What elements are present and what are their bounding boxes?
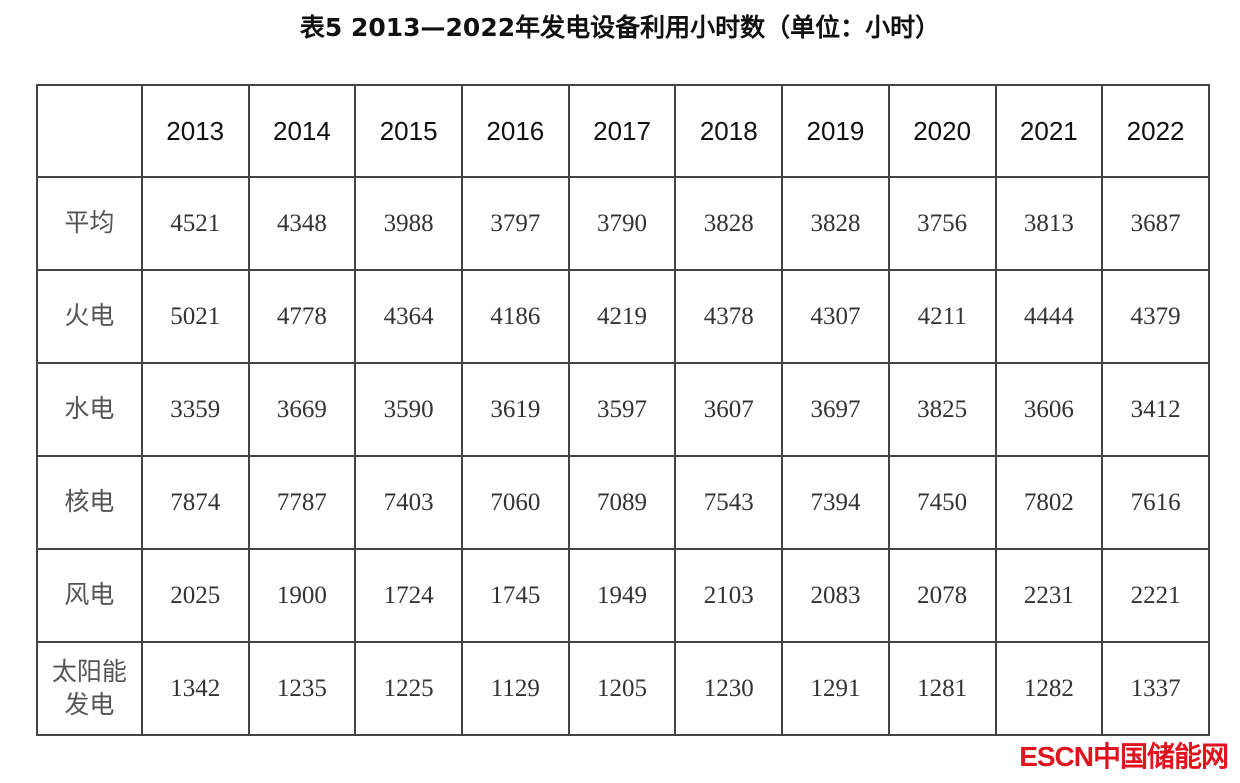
value-cell: 2221 <box>1101 548 1210 643</box>
table-row: 平均 4521 4348 3988 3797 3790 3828 3828 3756 3813 36… <box>36 176 1210 271</box>
escn-logo: ESCN中国储能网 <box>1019 741 1229 772</box>
row-label-cell: 水电 <box>36 362 143 457</box>
value-cell: 1281 <box>887 641 997 736</box>
value-cell: 4348 <box>247 176 357 271</box>
value-cell: 2078 <box>887 548 997 643</box>
table-row: 火电 5021 4778 4364 4186 4219 4378 4307 4211 4444 43… <box>36 269 1210 364</box>
value-cell: 7787 <box>247 455 357 550</box>
header-row: 2013 2014 2015 2016 2017 2018 2019 2020 2021 2022 <box>36 84 1210 178</box>
year-header: 2016 <box>460 84 570 178</box>
row-label: 水电 <box>64 394 115 424</box>
value-cell: 7060 <box>460 455 570 550</box>
value-cell: 3825 <box>887 362 997 457</box>
value-cell: 7394 <box>781 455 890 550</box>
value-cell: 7616 <box>1101 455 1210 550</box>
row-label-cell: 核电 <box>36 455 143 550</box>
value-cell: 3797 <box>460 176 570 271</box>
value-cell: 4378 <box>674 269 784 364</box>
value-cell: 3606 <box>994 362 1104 457</box>
year-header: 2022 <box>1101 84 1210 178</box>
row-label-cell: 风电 <box>36 548 143 643</box>
value-cell: 7450 <box>887 455 997 550</box>
value-cell: 1291 <box>781 641 890 736</box>
value-cell: 2231 <box>994 548 1104 643</box>
value-cell: 3619 <box>460 362 570 457</box>
table-row: 核电 7874 7787 7403 7060 7089 7543 7394 7450 7802 76… <box>36 455 1210 550</box>
value-cell: 4521 <box>140 176 250 271</box>
year-header: 2017 <box>567 84 677 178</box>
row-label-cell: 火电 <box>36 269 143 364</box>
year-header: 2020 <box>887 84 997 178</box>
value-cell: 1342 <box>140 641 250 736</box>
table-title: 表5 2013—2022年发电设备利用小时数（单位：小时） <box>299 13 941 42</box>
year-header: 2018 <box>674 84 784 178</box>
value-cell: 3813 <box>994 176 1104 271</box>
row-label: 平均 <box>64 208 115 238</box>
value-cell: 3828 <box>674 176 784 271</box>
value-cell: 5021 <box>140 269 250 364</box>
value-cell: 1337 <box>1101 641 1210 736</box>
year-header: 2013 <box>140 84 250 178</box>
utilization-hours-table: 2013 2014 2015 2016 2017 2018 2019 2020 2021 2022… <box>36 84 1210 736</box>
value-cell: 3828 <box>781 176 890 271</box>
value-cell: 1745 <box>460 548 570 643</box>
value-cell: 2103 <box>674 548 784 643</box>
value-cell: 1230 <box>674 641 784 736</box>
value-cell: 3359 <box>140 362 250 457</box>
value-cell: 3756 <box>887 176 997 271</box>
corner-cell <box>36 84 143 178</box>
value-cell: 1225 <box>354 641 463 736</box>
year-header: 2019 <box>781 84 890 178</box>
value-cell: 1235 <box>247 641 357 736</box>
row-label: 太阳能发电 <box>51 657 127 719</box>
year-header: 2015 <box>354 84 463 178</box>
value-cell: 4307 <box>781 269 890 364</box>
year-header: 2014 <box>247 84 357 178</box>
value-cell: 1129 <box>460 641 570 736</box>
row-label: 风电 <box>64 580 115 610</box>
value-cell: 3988 <box>354 176 463 271</box>
value-cell: 7802 <box>994 455 1104 550</box>
row-label-cell: 太阳能发电 <box>36 641 143 736</box>
value-cell: 7543 <box>674 455 784 550</box>
value-cell: 3790 <box>567 176 677 271</box>
value-cell: 4444 <box>994 269 1104 364</box>
value-cell: 1724 <box>354 548 463 643</box>
row-label-cell: 平均 <box>36 176 143 271</box>
value-cell: 1949 <box>567 548 677 643</box>
table-row: 风电 2025 1900 1724 1745 1949 2103 2083 2078 2231 22… <box>36 548 1210 643</box>
row-label: 火电 <box>64 301 115 331</box>
value-cell: 4211 <box>887 269 997 364</box>
value-cell: 3607 <box>674 362 784 457</box>
year-header: 2021 <box>994 84 1104 178</box>
value-cell: 2083 <box>781 548 890 643</box>
value-cell: 4364 <box>354 269 463 364</box>
value-cell: 7403 <box>354 455 463 550</box>
value-cell: 4778 <box>247 269 357 364</box>
table-row: 水电 3359 3669 3590 3619 3597 3607 3697 3825 3606 34… <box>36 362 1210 457</box>
value-cell: 3697 <box>781 362 890 457</box>
table-row: 太阳能发电 1342 1235 1225 1129 1205 1230 1291 1281 128… <box>36 641 1210 736</box>
value-cell: 4379 <box>1101 269 1210 364</box>
value-cell: 4219 <box>567 269 677 364</box>
value-cell: 3669 <box>247 362 357 457</box>
value-cell: 7874 <box>140 455 250 550</box>
value-cell: 3687 <box>1101 176 1210 271</box>
value-cell: 1205 <box>567 641 677 736</box>
value-cell: 4186 <box>460 269 570 364</box>
value-cell: 1900 <box>247 548 357 643</box>
value-cell: 1282 <box>994 641 1104 736</box>
value-cell: 3412 <box>1101 362 1210 457</box>
row-label: 核电 <box>64 487 115 517</box>
value-cell: 2025 <box>140 548 250 643</box>
value-cell: 3597 <box>567 362 677 457</box>
value-cell: 7089 <box>567 455 677 550</box>
value-cell: 3590 <box>354 362 463 457</box>
